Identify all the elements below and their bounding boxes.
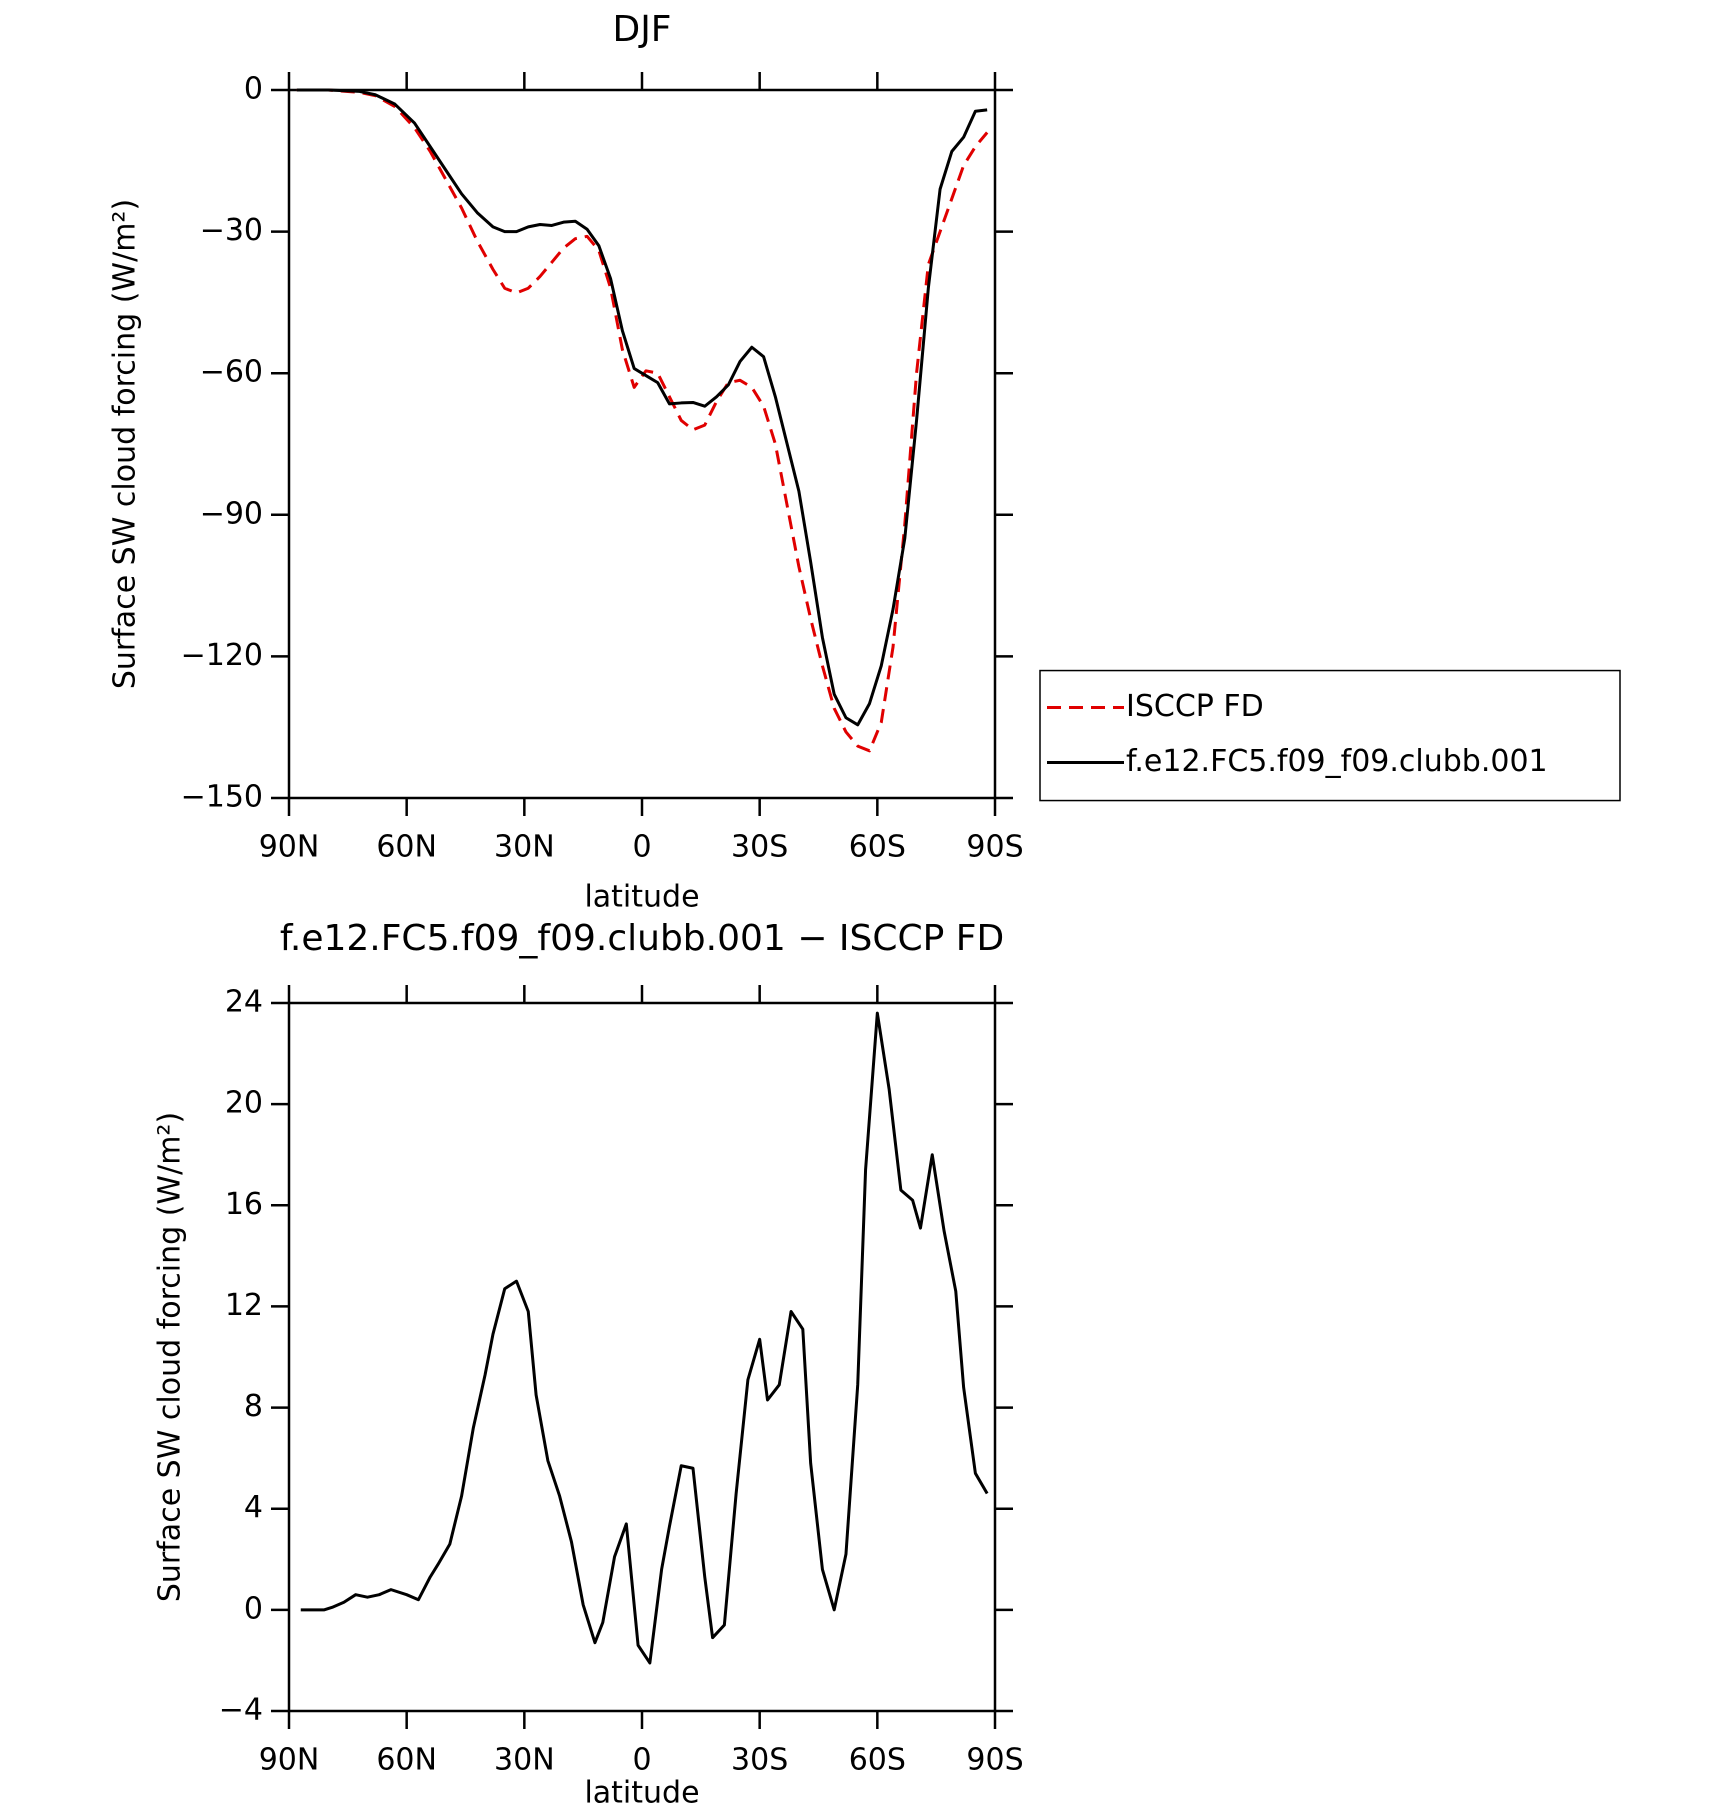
x-tick-label: 90S [966,830,1023,865]
x-tick-label: 90N [259,1743,320,1778]
chart-title: DJF [612,9,671,50]
y-tick-label: 20 [225,1086,263,1121]
y-tick-label: −150 [181,780,263,815]
x-tick-label: 0 [632,830,651,865]
plot-frame [287,1001,997,1713]
x-tick-label: 30S [731,1743,788,1778]
y-tick-label: 12 [225,1288,263,1323]
x-tick-label: 30N [494,830,555,865]
data-line [300,1011,989,1665]
y-tick-label: 4 [244,1490,263,1525]
legend-label: f.e12.FC5.f09_f09.clubb.001 [1126,744,1548,779]
x-tick-label: 90N [259,830,320,865]
data-line [296,88,989,753]
y-tick-label: 8 [244,1389,263,1424]
y-axis-label: Surface SW cloud forcing (W/m²) [153,1112,188,1602]
x-tick-label: 60N [376,830,437,865]
y-tick-label: 0 [244,72,263,107]
legend-label: ISCCP FD [1126,689,1264,724]
y-tick-label: −120 [181,638,263,673]
x-tick-label: 60N [376,1743,437,1778]
y-tick-label: −4 [219,1693,263,1728]
legend-box [1039,669,1621,802]
data-line [296,88,988,727]
x-tick-label: 60S [849,830,906,865]
x-axis-label: latitude [584,880,699,915]
chart-title: f.e12.FC5.f09_f09.clubb.001 − ISCCP FD [280,918,1004,959]
plot-frame [287,88,997,800]
y-tick-label: −60 [200,355,263,390]
x-tick-label: 0 [632,1743,651,1778]
x-tick-label: 30S [731,830,788,865]
y-tick-label: −30 [200,213,263,248]
y-tick-label: 16 [225,1187,263,1222]
y-tick-label: −90 [200,496,263,531]
x-tick-label: 60S [849,1743,906,1778]
x-tick-label: 90S [966,1743,1023,1778]
x-tick-label: 30N [494,1743,555,1778]
y-tick-label: 0 [244,1591,263,1626]
y-tick-label: 24 [225,985,263,1020]
y-axis-label: Surface SW cloud forcing (W/m²) [108,199,143,689]
x-axis-label: latitude [584,1776,699,1811]
